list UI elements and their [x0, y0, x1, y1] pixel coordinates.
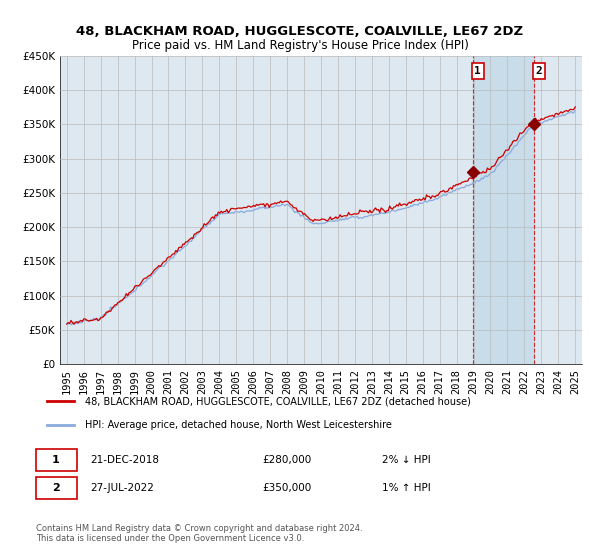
FancyBboxPatch shape — [36, 449, 77, 471]
Text: 1: 1 — [475, 66, 481, 76]
Text: 1: 1 — [52, 455, 60, 465]
Text: 21-DEC-2018: 21-DEC-2018 — [90, 455, 159, 465]
Text: 2: 2 — [52, 483, 60, 493]
Text: 48, BLACKHAM ROAD, HUGGLESCOTE, COALVILLE, LE67 2DZ (detached house): 48, BLACKHAM ROAD, HUGGLESCOTE, COALVILL… — [85, 396, 470, 407]
Bar — [473, 56, 534, 364]
Text: HPI: Average price, detached house, North West Leicestershire: HPI: Average price, detached house, Nort… — [85, 419, 391, 430]
Text: £280,000: £280,000 — [263, 455, 312, 465]
Text: 48, BLACKHAM ROAD, HUGGLESCOTE, COALVILLE, LE67 2DZ: 48, BLACKHAM ROAD, HUGGLESCOTE, COALVILL… — [76, 25, 524, 38]
Text: 2% ↓ HPI: 2% ↓ HPI — [382, 455, 430, 465]
Text: £350,000: £350,000 — [263, 483, 312, 493]
Text: Price paid vs. HM Land Registry's House Price Index (HPI): Price paid vs. HM Land Registry's House … — [131, 39, 469, 52]
Text: 1% ↑ HPI: 1% ↑ HPI — [382, 483, 430, 493]
Text: Contains HM Land Registry data © Crown copyright and database right 2024.
This d: Contains HM Land Registry data © Crown c… — [36, 524, 362, 543]
Text: 2: 2 — [535, 66, 542, 76]
Text: 27-JUL-2022: 27-JUL-2022 — [90, 483, 154, 493]
FancyBboxPatch shape — [36, 477, 77, 499]
